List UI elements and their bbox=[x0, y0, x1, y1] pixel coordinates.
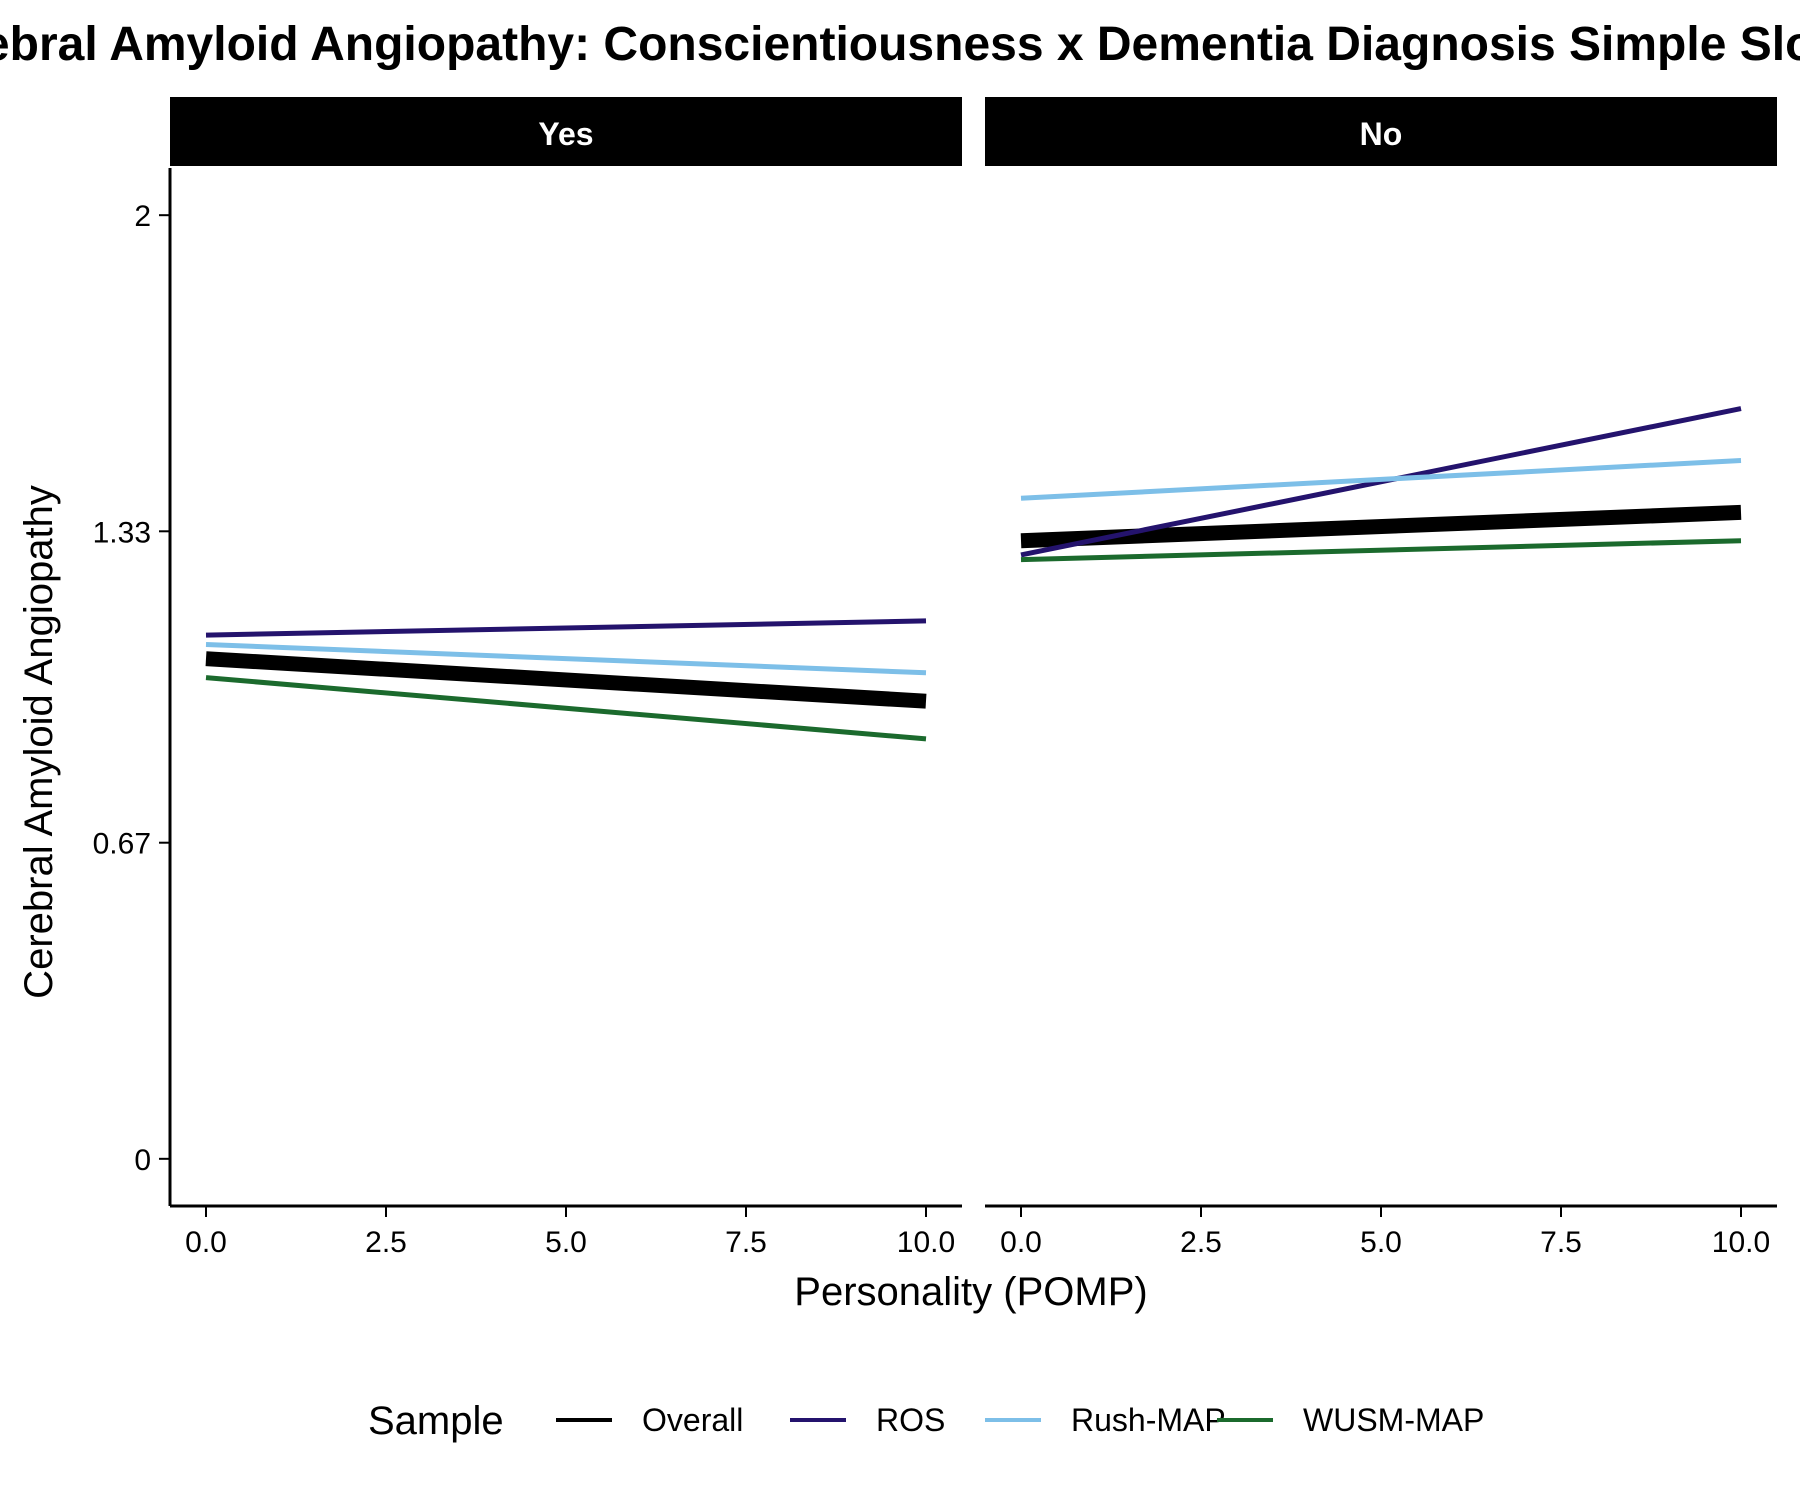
legend-label: Rush-MAP bbox=[1071, 1402, 1226, 1438]
x-tick-label: 10.0 bbox=[897, 1226, 955, 1259]
x-tick-label: 2.5 bbox=[1180, 1226, 1222, 1259]
series-line-ros bbox=[205, 618, 927, 638]
chart-title: Cerebral Amyloid Angiopathy: Conscientio… bbox=[0, 18, 1800, 71]
y-tick-label: 0 bbox=[134, 1144, 151, 1177]
y-tick-label: 1.33 bbox=[93, 516, 151, 549]
panel-no: No 0.0 2.5 5.0 7.5 10.0 bbox=[985, 97, 1777, 1259]
legend-item-rush-map: Rush-MAP bbox=[985, 1402, 1226, 1438]
y-tick-label: 2 bbox=[134, 200, 151, 233]
facet-strip bbox=[985, 97, 1777, 166]
series-line-overall bbox=[205, 651, 927, 709]
facet-label: Yes bbox=[538, 116, 593, 152]
x-tick-label: 0.0 bbox=[1000, 1226, 1042, 1259]
series-line-wusm-map bbox=[205, 675, 927, 742]
facet-label: No bbox=[1360, 116, 1403, 152]
legend-title: Sample bbox=[368, 1399, 504, 1443]
x-tick-label: 7.5 bbox=[1540, 1226, 1582, 1259]
legend: Sample Overall ROS Rush-MAP WUSM-MAP bbox=[368, 1399, 1484, 1443]
panel-yes: Yes 0.0 2.5 5.0 7.5 10.0 0 0.67 1.33 2 bbox=[93, 97, 962, 1259]
x-tick-label: 5.0 bbox=[545, 1226, 587, 1259]
legend-label: Overall bbox=[642, 1402, 743, 1438]
panels: Yes 0.0 2.5 5.0 7.5 10.0 0 0.67 1.33 2 No 0.0 2.5 5.0… bbox=[93, 97, 1777, 1259]
x-axis-label: Personality (POMP) bbox=[794, 1270, 1147, 1314]
x-tick-label: 10.0 bbox=[1712, 1226, 1770, 1259]
x-tick-label: 7.5 bbox=[725, 1226, 767, 1259]
facet-strip bbox=[170, 97, 962, 166]
x-tick-label: 5.0 bbox=[1360, 1226, 1402, 1259]
x-tick-label: 2.5 bbox=[365, 1226, 407, 1259]
legend-label: WUSM-MAP bbox=[1303, 1402, 1484, 1438]
series-line-rush-map bbox=[1020, 458, 1742, 501]
legend-label: ROS bbox=[876, 1402, 945, 1438]
y-axis-label: Cerebral Amyloid Angiopathy bbox=[17, 485, 61, 999]
legend-item-ros: ROS bbox=[790, 1402, 945, 1438]
series-line-overall bbox=[1020, 504, 1742, 549]
x-tick-label: 0.0 bbox=[185, 1226, 227, 1259]
series-line-rush-map bbox=[205, 642, 927, 676]
y-tick-label: 0.67 bbox=[93, 828, 151, 861]
series-line-wusm-map bbox=[1020, 538, 1742, 563]
legend-item-wusm-map: WUSM-MAP bbox=[1217, 1402, 1484, 1438]
legend-item-overall: Overall bbox=[556, 1402, 743, 1438]
